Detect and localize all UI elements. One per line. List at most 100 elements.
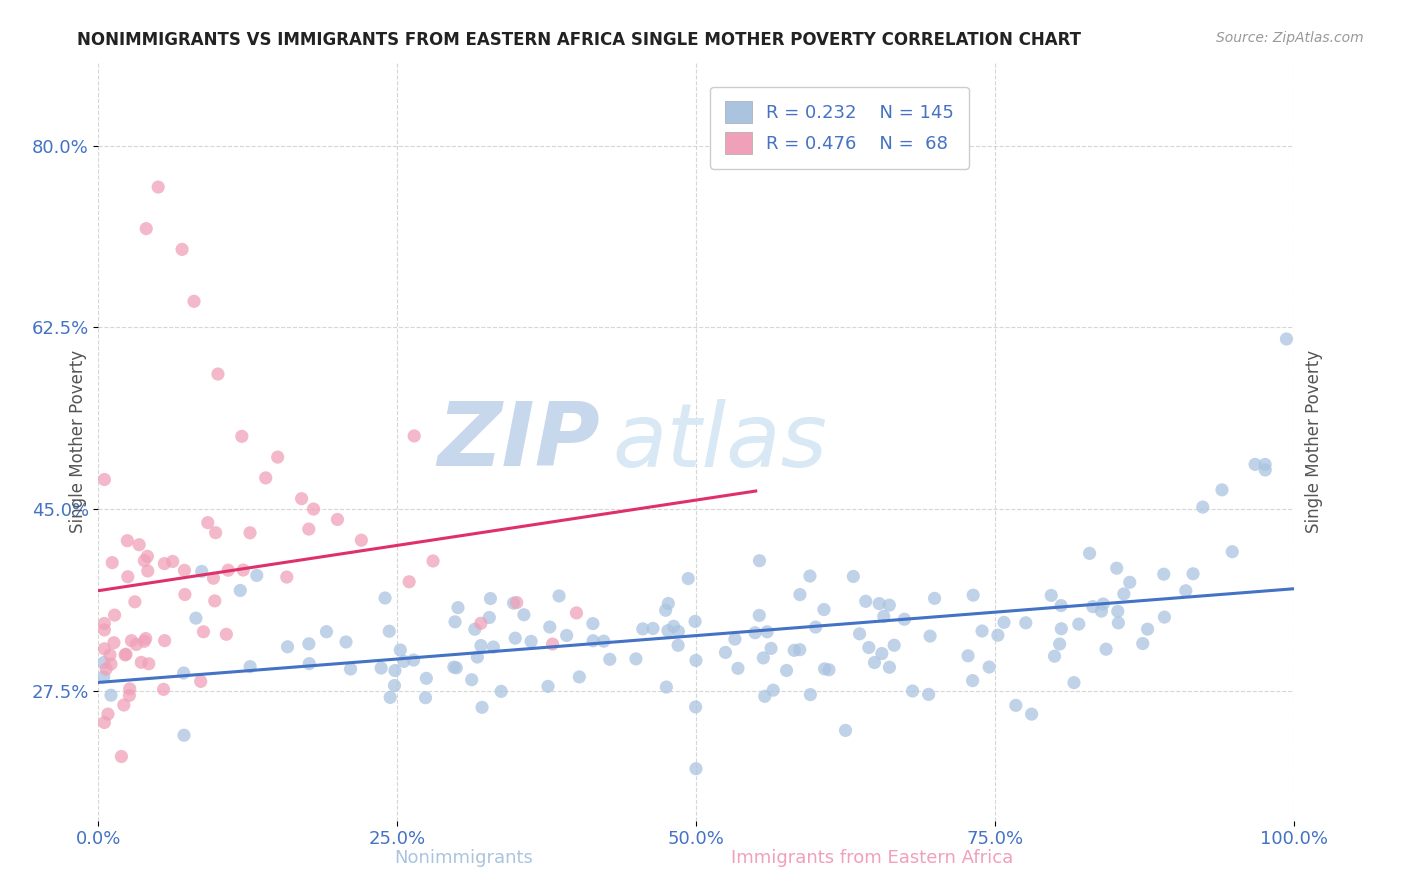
Point (541, 637, 564, 651)
Point (1015, 615, 1038, 630)
Point (970, 624, 993, 638)
Point (153, 557, 176, 571)
Point (172, 243, 194, 257)
Point (479, 591, 502, 606)
Point (115, 647, 138, 661)
Point (870, 647, 893, 661)
Point (110, 749, 132, 764)
Point (118, 689, 141, 703)
Point (298, 657, 321, 671)
Point (714, 645, 737, 659)
Point (460, 673, 482, 687)
Point (1211, 483, 1233, 497)
Point (1182, 566, 1205, 581)
Point (302, 502, 325, 516)
Point (668, 624, 690, 639)
Point (239, 525, 262, 540)
Point (117, 533, 139, 548)
Point (1090, 604, 1112, 618)
Point (335, 635, 357, 649)
Point (239, 659, 262, 673)
Point (868, 597, 890, 611)
Point (631, 622, 654, 636)
Point (1092, 597, 1115, 611)
Point (657, 597, 679, 611)
Point (1021, 707, 1043, 722)
Point (1275, 332, 1298, 346)
Point (1174, 583, 1197, 598)
Point (93, 656, 115, 670)
Point (129, 656, 152, 670)
Point (152, 682, 174, 697)
Point (1119, 575, 1142, 590)
Point (1081, 599, 1104, 614)
Point (513, 607, 536, 622)
Point (136, 549, 159, 564)
Point (93, 623, 115, 637)
Point (754, 690, 776, 704)
Point (246, 568, 269, 582)
Point (134, 554, 156, 568)
Point (124, 595, 146, 609)
Point (467, 650, 489, 665)
Point (654, 603, 676, 617)
Point (98, 648, 121, 662)
Point (378, 624, 401, 639)
Point (685, 762, 707, 776)
Point (374, 591, 396, 605)
Point (93, 641, 115, 656)
Point (727, 661, 749, 675)
Point (855, 594, 877, 608)
Point (162, 554, 184, 568)
Point (217, 563, 239, 577)
Point (724, 632, 747, 647)
Point (276, 570, 298, 584)
Point (404, 429, 426, 443)
Point (624, 652, 647, 666)
Point (326, 512, 349, 526)
Point (987, 628, 1010, 642)
Point (489, 684, 512, 698)
Point (482, 640, 505, 654)
Point (446, 661, 468, 675)
Point (548, 589, 571, 603)
Point (173, 563, 195, 577)
Point (1105, 561, 1128, 575)
Point (901, 684, 924, 698)
Point (662, 619, 685, 633)
Point (873, 609, 896, 624)
Point (879, 660, 901, 674)
Point (204, 525, 226, 540)
Point (748, 554, 770, 568)
Point (520, 634, 543, 648)
Legend: R = 0.232    N = 145, R = 0.476    N =  68: R = 0.232 N = 145, R = 0.476 N = 68 (710, 87, 969, 169)
Point (415, 671, 437, 685)
Point (917, 687, 939, 701)
Point (193, 624, 215, 639)
Point (506, 595, 529, 609)
Point (134, 634, 156, 648)
Point (93, 715, 115, 730)
Point (104, 608, 127, 623)
Point (444, 615, 467, 629)
Point (813, 602, 835, 616)
Point (918, 629, 941, 643)
Point (683, 615, 706, 629)
Point (858, 640, 880, 655)
Point (402, 653, 425, 667)
Point (1254, 463, 1277, 477)
Point (599, 652, 621, 666)
Point (685, 653, 707, 667)
Point (568, 670, 591, 684)
Point (464, 622, 486, 636)
Point (471, 700, 494, 714)
Point (957, 648, 980, 663)
Point (676, 572, 699, 586)
Point (759, 641, 782, 656)
Point (1063, 675, 1085, 690)
Point (842, 569, 865, 583)
Point (173, 665, 195, 680)
Point (447, 600, 470, 615)
Point (207, 367, 229, 381)
Point (478, 610, 501, 624)
